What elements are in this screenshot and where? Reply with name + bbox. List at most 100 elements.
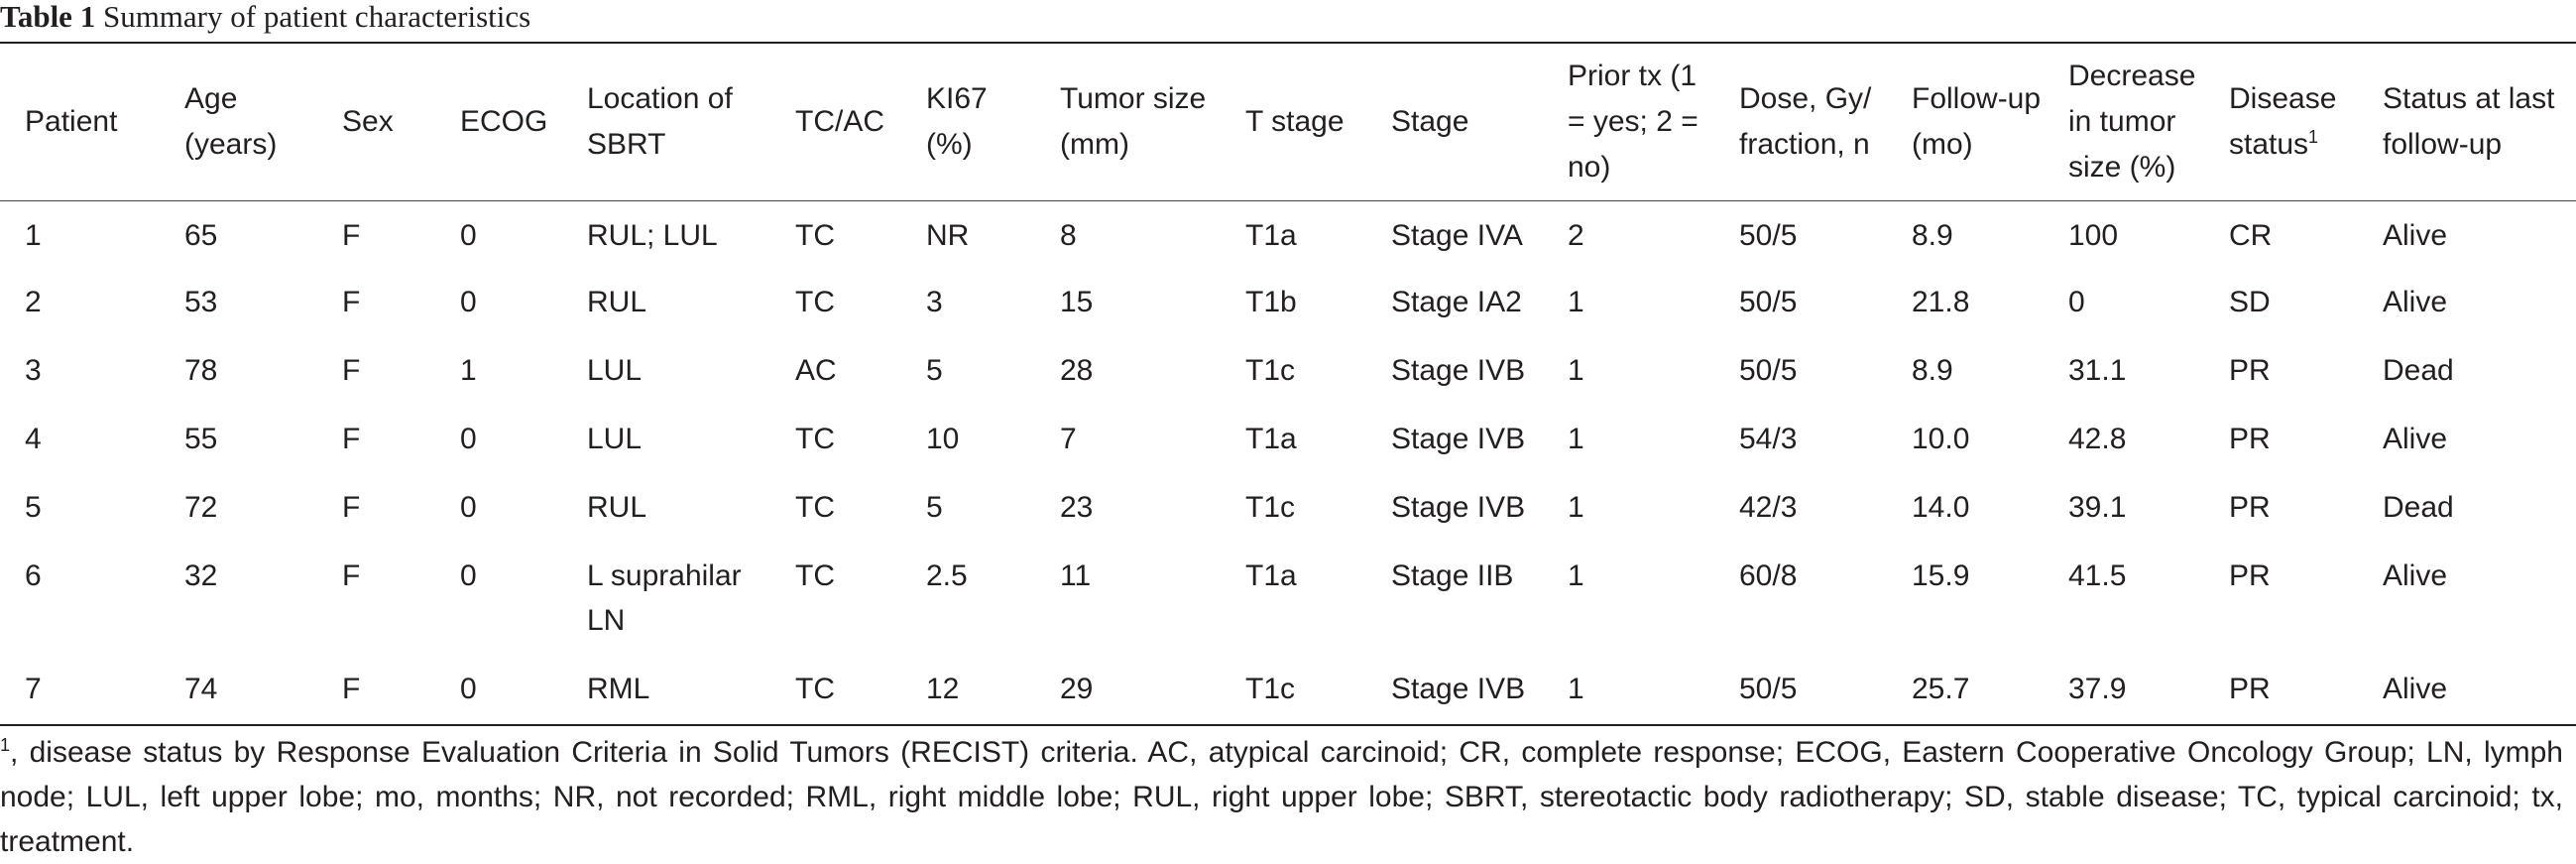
cell-prior-tx: 1 bbox=[1568, 354, 1584, 387]
cell-location: RML bbox=[587, 673, 650, 705]
cell-age: 55 bbox=[184, 423, 218, 455]
cell-ki67: 3 bbox=[926, 286, 943, 318]
column-header-sex: Sex bbox=[317, 44, 435, 199]
cell-location: L suprahilar LN bbox=[587, 559, 742, 637]
column-header-label: Status at last follow-up bbox=[2383, 81, 2555, 161]
column-header-ecog: ECOG bbox=[435, 44, 562, 199]
cell-disease-status: PR bbox=[2229, 673, 2271, 705]
table-body: 1 65 F 0 RUL; LUL TC NR 8 T1a Stage IVA 2 50/5 8.9 10… bbox=[0, 199, 2576, 723]
cell-patient: 4 bbox=[25, 423, 42, 455]
cell-tumor-size: 15 bbox=[1060, 286, 1094, 318]
cell-tcac: TC bbox=[795, 559, 835, 592]
column-header-label: Location of SBRT bbox=[587, 81, 733, 161]
cell-t-stage: T1c bbox=[1245, 354, 1296, 387]
column-header-label: TC/AC bbox=[795, 104, 884, 138]
cell-patient: 2 bbox=[25, 286, 42, 318]
table-title-label: Table 1 bbox=[0, 0, 96, 34]
column-header-t-stage: T stage bbox=[1221, 44, 1366, 199]
cell-sex: F bbox=[342, 286, 361, 318]
cell-dose: 54/3 bbox=[1739, 423, 1798, 455]
column-header-patient: Patient bbox=[0, 44, 160, 199]
cell-status-last: Alive bbox=[2383, 423, 2448, 455]
patient-characteristics-table: Patient Age (years) Sex ECOG Location of SBR… bbox=[0, 44, 2576, 723]
cell-age: 78 bbox=[184, 354, 218, 387]
cell-status-last: Alive bbox=[2383, 219, 2448, 252]
cell-ki67: 5 bbox=[926, 354, 943, 387]
column-header-label: Follow-up (mo) bbox=[1912, 81, 2042, 161]
cell-tumor-size: 28 bbox=[1060, 354, 1094, 387]
cell-ki67: NR bbox=[926, 219, 970, 252]
column-header-label: Patient bbox=[25, 104, 118, 138]
cell-dose: 50/5 bbox=[1739, 219, 1798, 252]
cell-sex: F bbox=[342, 491, 361, 524]
cell-follow-up: 8.9 bbox=[1912, 354, 1953, 387]
cell-ecog: 0 bbox=[460, 286, 477, 318]
column-header-label: Decrease in tumor size (%) bbox=[2068, 59, 2196, 184]
cell-decrease: 100 bbox=[2068, 219, 2119, 252]
header-row: Patient Age (years) Sex ECOG Location of SBR… bbox=[0, 44, 2576, 199]
footnote-marker: 1 bbox=[0, 735, 11, 755]
cell-age: 72 bbox=[184, 491, 218, 524]
cell-tcac: TC bbox=[795, 286, 835, 318]
cell-ki67: 12 bbox=[926, 673, 960, 705]
cell-tumor-size: 7 bbox=[1060, 423, 1077, 455]
cell-dose: 42/3 bbox=[1739, 491, 1798, 524]
cell-status-last: Dead bbox=[2383, 491, 2454, 524]
column-header-tcac: TC/AC bbox=[770, 44, 901, 199]
cell-disease-status: PR bbox=[2229, 354, 2271, 387]
cell-tcac: AC bbox=[795, 354, 837, 387]
cell-tumor-size: 11 bbox=[1060, 559, 1092, 592]
cell-disease-status: SD bbox=[2229, 286, 2271, 318]
cell-stage: Stage IA2 bbox=[1391, 286, 1522, 318]
column-header-label: Age (years) bbox=[184, 81, 278, 161]
cell-dose: 60/8 bbox=[1739, 559, 1798, 592]
cell-t-stage: T1b bbox=[1245, 286, 1297, 318]
cell-follow-up: 15.9 bbox=[1912, 559, 1970, 592]
cell-patient: 7 bbox=[25, 673, 42, 705]
cell-age: 74 bbox=[184, 673, 218, 705]
cell-decrease: 0 bbox=[2068, 286, 2085, 318]
cell-prior-tx: 1 bbox=[1568, 423, 1584, 455]
cell-patient: 6 bbox=[25, 559, 42, 592]
cell-stage: Stage IVB bbox=[1391, 354, 1526, 387]
column-header-label: Prior tx (1 = yes; 2 = no) bbox=[1568, 59, 1698, 184]
cell-tumor-size: 8 bbox=[1060, 219, 1077, 252]
cell-ecog: 0 bbox=[460, 491, 477, 524]
table-title: Table 1 Summary of patient characteristi… bbox=[0, 0, 530, 38]
column-header-status-last: Status at last follow-up bbox=[2358, 44, 2576, 199]
cell-decrease: 31.1 bbox=[2068, 354, 2127, 387]
cell-tcac: TC bbox=[795, 491, 835, 524]
column-header-label: T stage bbox=[1245, 104, 1345, 138]
table-row: 1 65 F 0 RUL; LUL TC NR 8 T1a Stage IVA 2 50/5 8.9 10… bbox=[0, 199, 2576, 268]
cell-location: RUL bbox=[587, 286, 647, 318]
cell-sex: F bbox=[342, 559, 361, 592]
cell-stage: Stage IVB bbox=[1391, 673, 1526, 705]
column-header-follow-up: Follow-up (mo) bbox=[1887, 44, 2044, 199]
column-header-label: Stage bbox=[1391, 104, 1469, 138]
cell-t-stage: T1c bbox=[1245, 673, 1296, 705]
bottom-rule bbox=[0, 724, 2576, 726]
cell-ecog: 0 bbox=[460, 219, 477, 252]
footnote-text: , disease status by Response Evaluation … bbox=[0, 736, 2563, 858]
table-row: 7 74 F 0 RML TC 12 29 T1c Stage IVB 1 50/5 25.7 37.9 P… bbox=[0, 655, 2576, 723]
cell-stage: Stage IVB bbox=[1391, 491, 1526, 524]
cell-follow-up: 8.9 bbox=[1912, 219, 1953, 252]
cell-stage: Stage IVA bbox=[1391, 219, 1523, 252]
column-header-label: Disease status bbox=[2229, 81, 2337, 161]
cell-patient: 5 bbox=[25, 491, 42, 524]
column-header-stage: Stage bbox=[1366, 44, 1543, 199]
cell-stage: Stage IIB bbox=[1391, 559, 1514, 592]
cell-location: RUL bbox=[587, 491, 647, 524]
cell-disease-status: CR bbox=[2229, 219, 2273, 252]
cell-prior-tx: 1 bbox=[1568, 673, 1584, 705]
cell-decrease: 42.8 bbox=[2068, 423, 2127, 455]
column-header-label: Sex bbox=[342, 104, 394, 138]
cell-ki67: 2.5 bbox=[926, 559, 968, 592]
cell-sex: F bbox=[342, 423, 361, 455]
column-header-ki67: KI67 (%) bbox=[901, 44, 1035, 199]
cell-stage: Stage IVB bbox=[1391, 423, 1526, 455]
cell-follow-up: 21.8 bbox=[1912, 286, 1970, 318]
column-header-footnote-marker: 1 bbox=[2308, 126, 2319, 147]
cell-decrease: 37.9 bbox=[2068, 673, 2127, 705]
cell-dose: 50/5 bbox=[1739, 673, 1798, 705]
